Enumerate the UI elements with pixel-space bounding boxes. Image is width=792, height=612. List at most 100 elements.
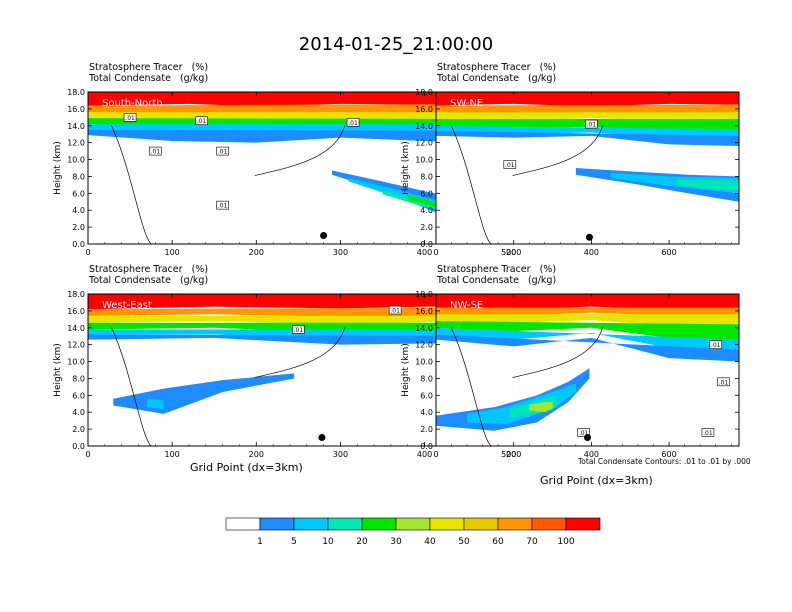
panel2-tracer-label: Stratosphere Tracer (%) <box>437 62 557 73</box>
panel3-condensate-label: Total Condensate (g/kg) <box>89 275 209 286</box>
tracer-band <box>436 314 739 327</box>
location-marker <box>320 232 328 240</box>
x-tick-label: 100 <box>165 450 180 459</box>
tracer-band <box>436 112 739 121</box>
y-axis-label: Height (km) <box>53 141 63 195</box>
y-tick-label: 12.0 <box>67 341 85 350</box>
colorbar-swatch <box>395 517 431 531</box>
x-tick-label: 0 <box>433 248 438 257</box>
contour-label-box <box>717 377 730 387</box>
condensate-contour <box>111 327 346 446</box>
panel1-tracer-label: Stratosphere Tracer (%) <box>89 62 209 73</box>
panel-name: SW-NE <box>450 98 483 109</box>
tracer-band <box>676 178 739 190</box>
x-tick-label: 400 <box>584 450 599 459</box>
panel-name: NW-SE <box>450 300 483 311</box>
contour-label: .01 <box>587 122 597 129</box>
colorbar-swatch <box>429 517 465 531</box>
x-tick-label: 400 <box>584 248 599 257</box>
colorbar-swatch <box>327 517 363 531</box>
x-tick-label: 300 <box>333 450 348 459</box>
contour-label: .01 <box>151 149 161 156</box>
x-tick-label: 200 <box>506 248 521 257</box>
contour-label: .01 <box>218 149 228 156</box>
contour-label-box <box>585 119 598 129</box>
contour-label: .01 <box>294 327 304 334</box>
contour-label-box <box>195 116 208 126</box>
y-tick-label: 4.0 <box>420 206 433 215</box>
colorbar-label: 50 <box>458 537 470 547</box>
y-tick-label: 14.0 <box>67 324 85 333</box>
y-tick-label: 16.0 <box>415 105 433 114</box>
x-tick-label: 300 <box>333 248 348 257</box>
y-tick-label: 18.0 <box>67 88 85 97</box>
y-tick-label: 12.0 <box>415 139 433 148</box>
y-tick-label: 16.0 <box>415 307 433 316</box>
y-tick-label: 2.0 <box>420 223 433 232</box>
contour-label-box <box>701 428 715 437</box>
y-tick-label: 6.0 <box>72 391 85 400</box>
contour-label: .01 <box>390 308 400 315</box>
contour-label: .01 <box>579 430 589 437</box>
colorbar-label: 5 <box>291 537 297 547</box>
y-tick-label: 18.0 <box>415 88 433 97</box>
y-tick-label: 0.0 <box>420 442 433 451</box>
tracer-band <box>436 104 739 114</box>
y-tick-label: 0.0 <box>72 240 85 249</box>
y-axis-label: Height (km) <box>401 141 411 195</box>
y-tick-label: 10.0 <box>67 156 85 165</box>
contour-note: Total Condensate Contours: .01 to .01 by… <box>578 457 751 466</box>
y-tick-label: 8.0 <box>72 172 85 181</box>
location-marker <box>584 434 591 442</box>
panel-frame <box>435 293 740 447</box>
colorbar-swatch <box>361 517 397 531</box>
contour-label: .01 <box>505 162 515 169</box>
panel-name: South-North <box>102 98 163 109</box>
tracer-fill: .01 .01 .01 .01 <box>436 294 739 446</box>
y-tick-label: 8.0 <box>72 374 85 383</box>
y-tick-label: 8.0 <box>420 374 433 383</box>
condensate-contour <box>111 125 346 244</box>
y-tick-label: 10.0 <box>67 358 85 367</box>
panel-nw-se: .01 .01 .01 .01 0.0 2.0 4.0 6.0 8.0 10.0 12.0 14.0 1… <box>401 290 740 459</box>
x-tick-label: 500 <box>501 450 516 459</box>
contour-label: .01 <box>125 115 135 122</box>
x-tick-label: 400 <box>417 450 432 459</box>
x-tick-label: 500 <box>501 248 516 257</box>
y-tick-label: 4.0 <box>420 408 433 417</box>
y-tick-label: 18.0 <box>67 290 85 299</box>
y-tick-label: 18.0 <box>415 290 433 299</box>
tracer-band <box>529 402 553 413</box>
colorbar-swatch <box>259 517 295 531</box>
contour-label-box <box>346 118 360 127</box>
contour-label-box <box>709 340 722 349</box>
y-tick-label: 2.0 <box>72 425 85 434</box>
y-tick-label: 10.0 <box>415 358 433 367</box>
colorbar-swatch <box>565 517 601 531</box>
tracer-band <box>436 294 739 310</box>
y-tick-label: 0.0 <box>72 442 85 451</box>
colorbar-label: 70 <box>526 537 538 547</box>
x-axis-label-right: Grid Point (dx=3km) <box>540 474 653 487</box>
contour-label: .01 <box>218 203 228 210</box>
location-marker <box>318 434 326 442</box>
colorbar-swatch <box>531 517 567 531</box>
y-tick-label: 4.0 <box>72 206 85 215</box>
tracer-band <box>436 307 739 316</box>
colorbar-label: 10 <box>322 537 334 547</box>
tracer-band <box>436 334 739 362</box>
condensate-contour <box>450 125 603 244</box>
contour-label-box <box>123 113 137 122</box>
panel4-tracer-label: Stratosphere Tracer (%) <box>437 264 557 275</box>
colorbar-label: 40 <box>424 537 436 547</box>
y-tick-label: 12.0 <box>67 139 85 148</box>
colorbar-label: 20 <box>356 537 368 547</box>
condensate-contour <box>450 327 603 446</box>
x-tick-label: 600 <box>661 450 676 459</box>
y-tick-label: 8.0 <box>420 172 433 181</box>
y-tick-label: 2.0 <box>72 223 85 232</box>
colorbar-swatch <box>463 517 499 531</box>
contour-label-box <box>388 305 402 315</box>
x-tick-label: 0 <box>85 248 90 257</box>
